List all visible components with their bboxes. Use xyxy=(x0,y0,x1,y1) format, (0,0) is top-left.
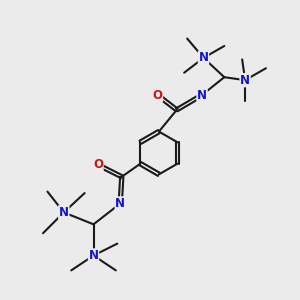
Text: O: O xyxy=(152,88,162,101)
Text: N: N xyxy=(59,206,69,219)
Text: O: O xyxy=(93,158,103,171)
Text: N: N xyxy=(240,74,250,87)
Text: N: N xyxy=(199,51,208,64)
Text: N: N xyxy=(88,249,98,262)
Text: N: N xyxy=(115,197,125,210)
Text: N: N xyxy=(197,88,207,101)
